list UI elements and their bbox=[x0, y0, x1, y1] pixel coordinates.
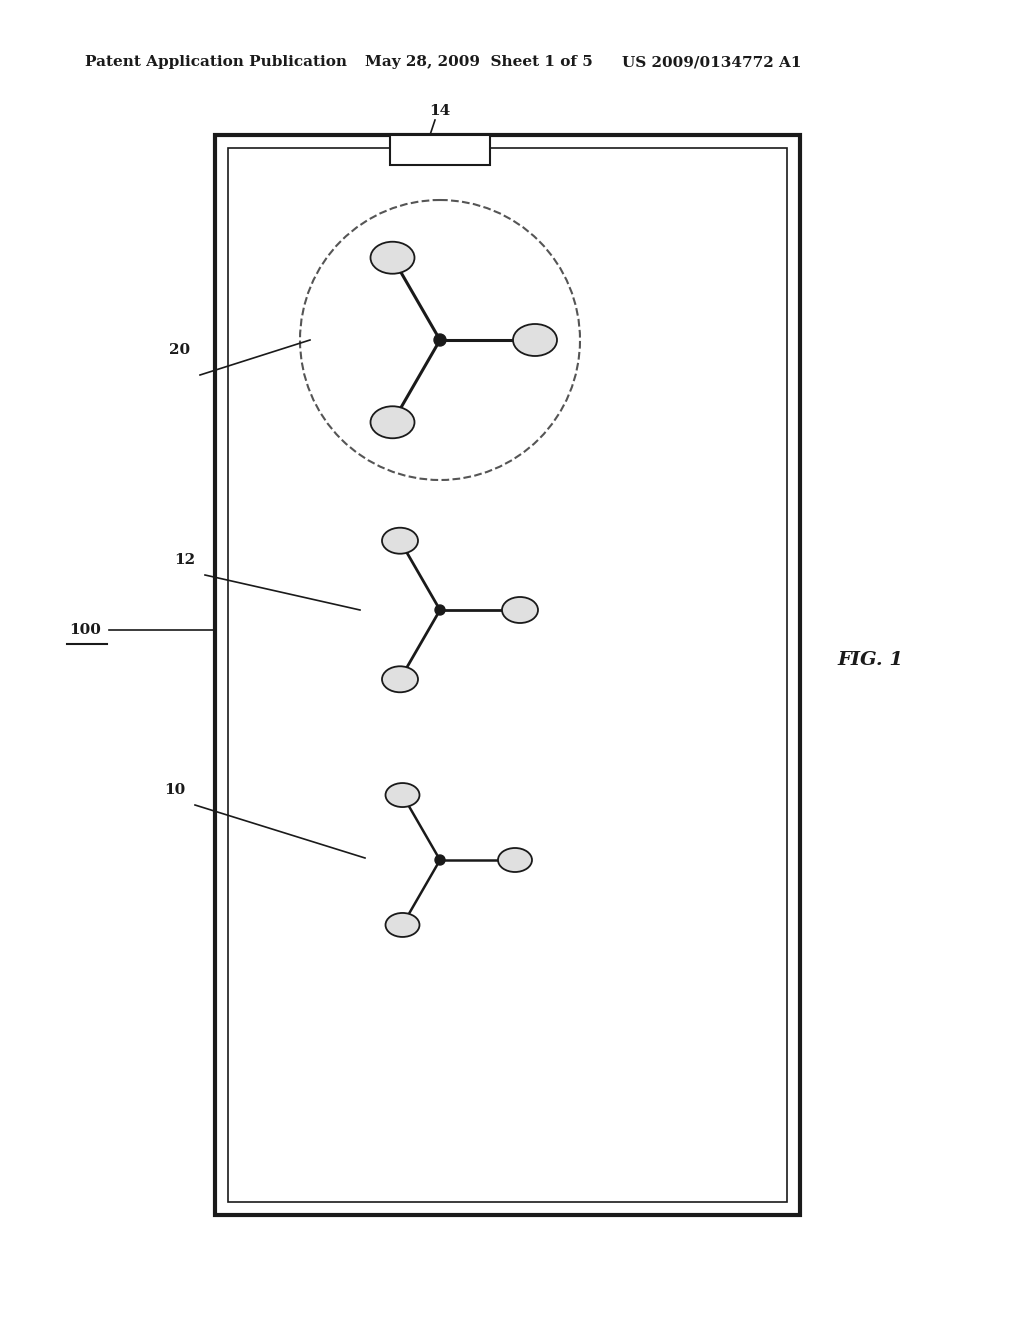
Ellipse shape bbox=[382, 528, 418, 553]
Text: 10: 10 bbox=[165, 783, 185, 797]
Ellipse shape bbox=[382, 667, 418, 692]
Text: May 28, 2009  Sheet 1 of 5: May 28, 2009 Sheet 1 of 5 bbox=[365, 55, 593, 69]
Ellipse shape bbox=[385, 913, 420, 937]
Circle shape bbox=[434, 334, 446, 346]
Text: 20: 20 bbox=[169, 343, 190, 356]
Text: 12: 12 bbox=[174, 553, 196, 568]
Bar bbox=[228, 148, 787, 1203]
Circle shape bbox=[435, 855, 445, 865]
Text: US 2009/0134772 A1: US 2009/0134772 A1 bbox=[622, 55, 802, 69]
Ellipse shape bbox=[502, 597, 538, 623]
Text: Patent Application Publication: Patent Application Publication bbox=[85, 55, 347, 69]
Bar bbox=[390, 135, 490, 165]
Text: FIG. 1: FIG. 1 bbox=[837, 651, 903, 669]
Bar bbox=[215, 135, 800, 1214]
Ellipse shape bbox=[371, 242, 415, 273]
Ellipse shape bbox=[371, 407, 415, 438]
Ellipse shape bbox=[385, 783, 420, 807]
Circle shape bbox=[435, 605, 445, 615]
Text: 100: 100 bbox=[69, 623, 101, 638]
Ellipse shape bbox=[498, 847, 532, 873]
Ellipse shape bbox=[513, 323, 557, 356]
Text: 14: 14 bbox=[429, 104, 451, 117]
